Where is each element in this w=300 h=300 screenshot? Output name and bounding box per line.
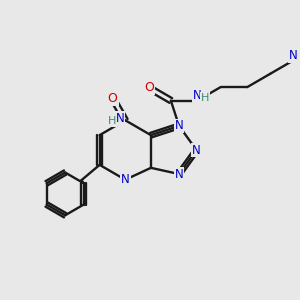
Text: N: N (175, 167, 183, 181)
Text: O: O (144, 81, 154, 94)
Text: N: N (192, 143, 201, 157)
Text: H: H (201, 93, 209, 103)
Text: N: N (289, 50, 298, 62)
Text: N: N (193, 89, 202, 102)
Text: N: N (175, 119, 183, 133)
Text: N: N (121, 173, 130, 186)
Text: N: N (116, 112, 124, 125)
Text: O: O (108, 92, 118, 105)
Text: H: H (108, 116, 116, 126)
